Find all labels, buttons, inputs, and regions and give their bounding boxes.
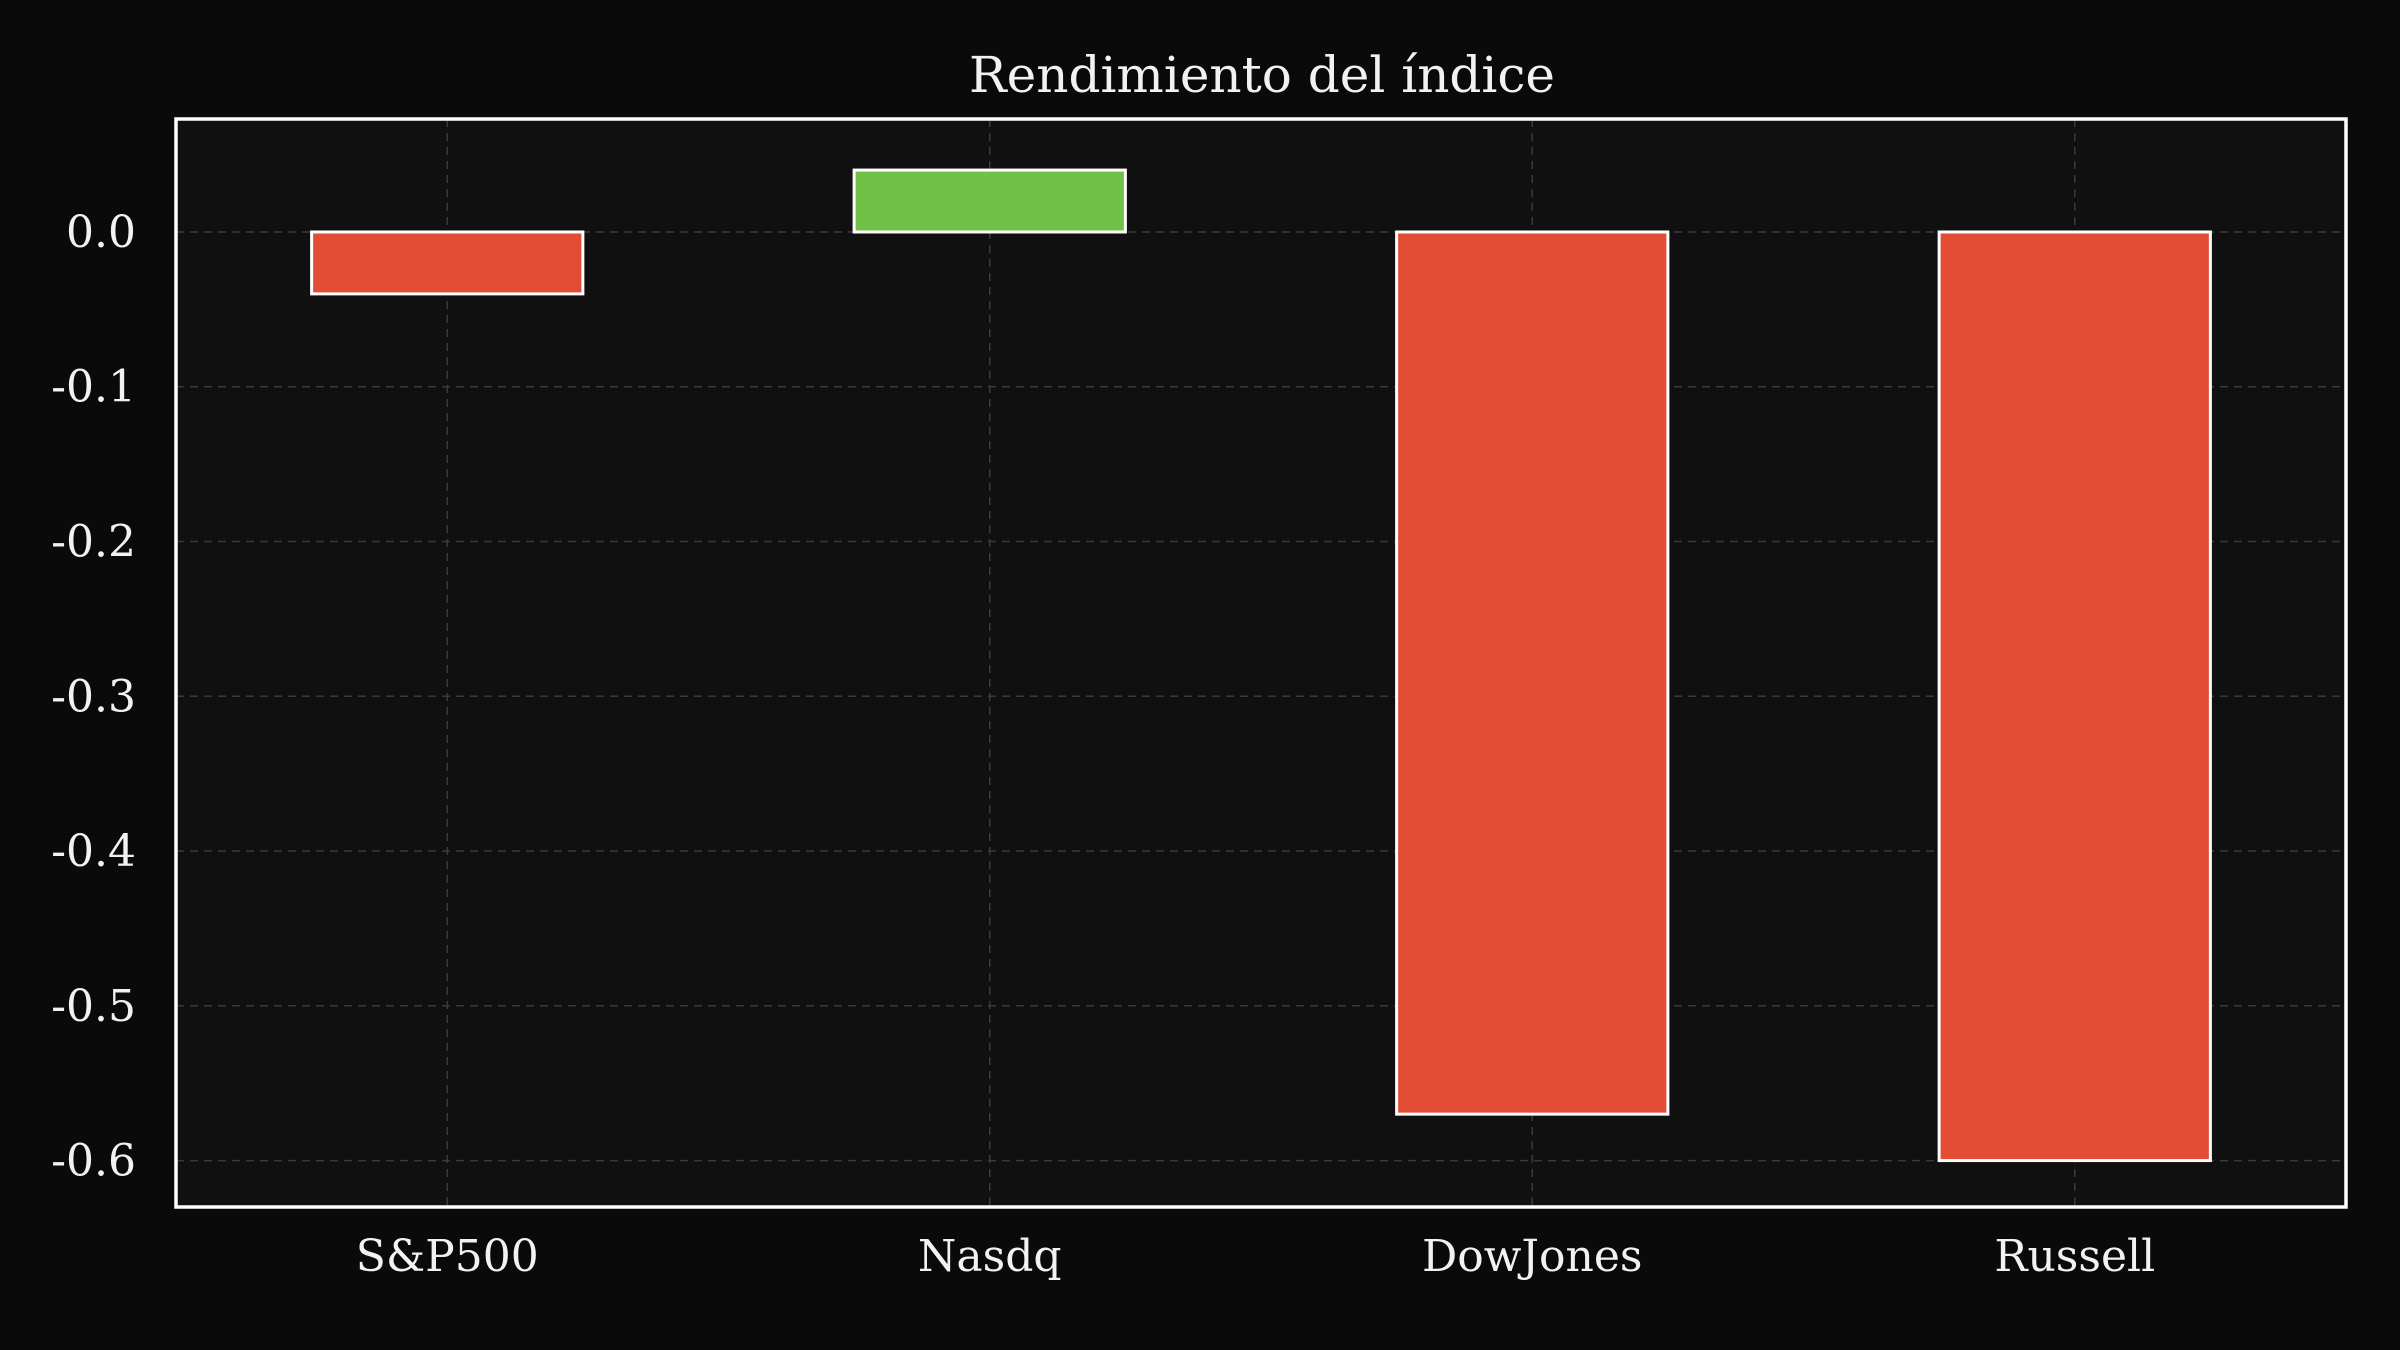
- plot-frame: [174, 117, 2348, 1209]
- x-tick-label: Nasdq: [918, 1231, 1062, 1282]
- y-tick-label: -0.4: [51, 826, 136, 877]
- chart-title: Rendimiento del índice: [969, 46, 1555, 104]
- y-axis-tick-labels: 0.0 -0.1 -0.2 -0.3 -0.4 -0.5 -0.6: [51, 207, 136, 1187]
- y-tick-label: -0.3: [51, 671, 136, 722]
- bars: [310, 168, 2212, 1163]
- bar-dowjones: [1395, 230, 1670, 1116]
- y-tick-label: 0.0: [66, 207, 136, 258]
- y-tick-label: -0.2: [51, 517, 136, 568]
- bar-nasdq: [852, 168, 1127, 234]
- bar-russell: [1937, 230, 2212, 1163]
- x-tick-label: DowJones: [1422, 1231, 1643, 1282]
- x-tick-label: Russell: [1994, 1231, 2155, 1282]
- x-axis-tick-labels: S&P500 Nasdq DowJones Russell: [356, 1231, 2155, 1282]
- y-tick-label: -0.5: [51, 981, 136, 1032]
- y-tick-label: -0.6: [51, 1136, 136, 1187]
- x-tick-label: S&P500: [356, 1231, 539, 1282]
- bar-sp500: [310, 230, 585, 296]
- y-tick-label: -0.1: [51, 362, 136, 413]
